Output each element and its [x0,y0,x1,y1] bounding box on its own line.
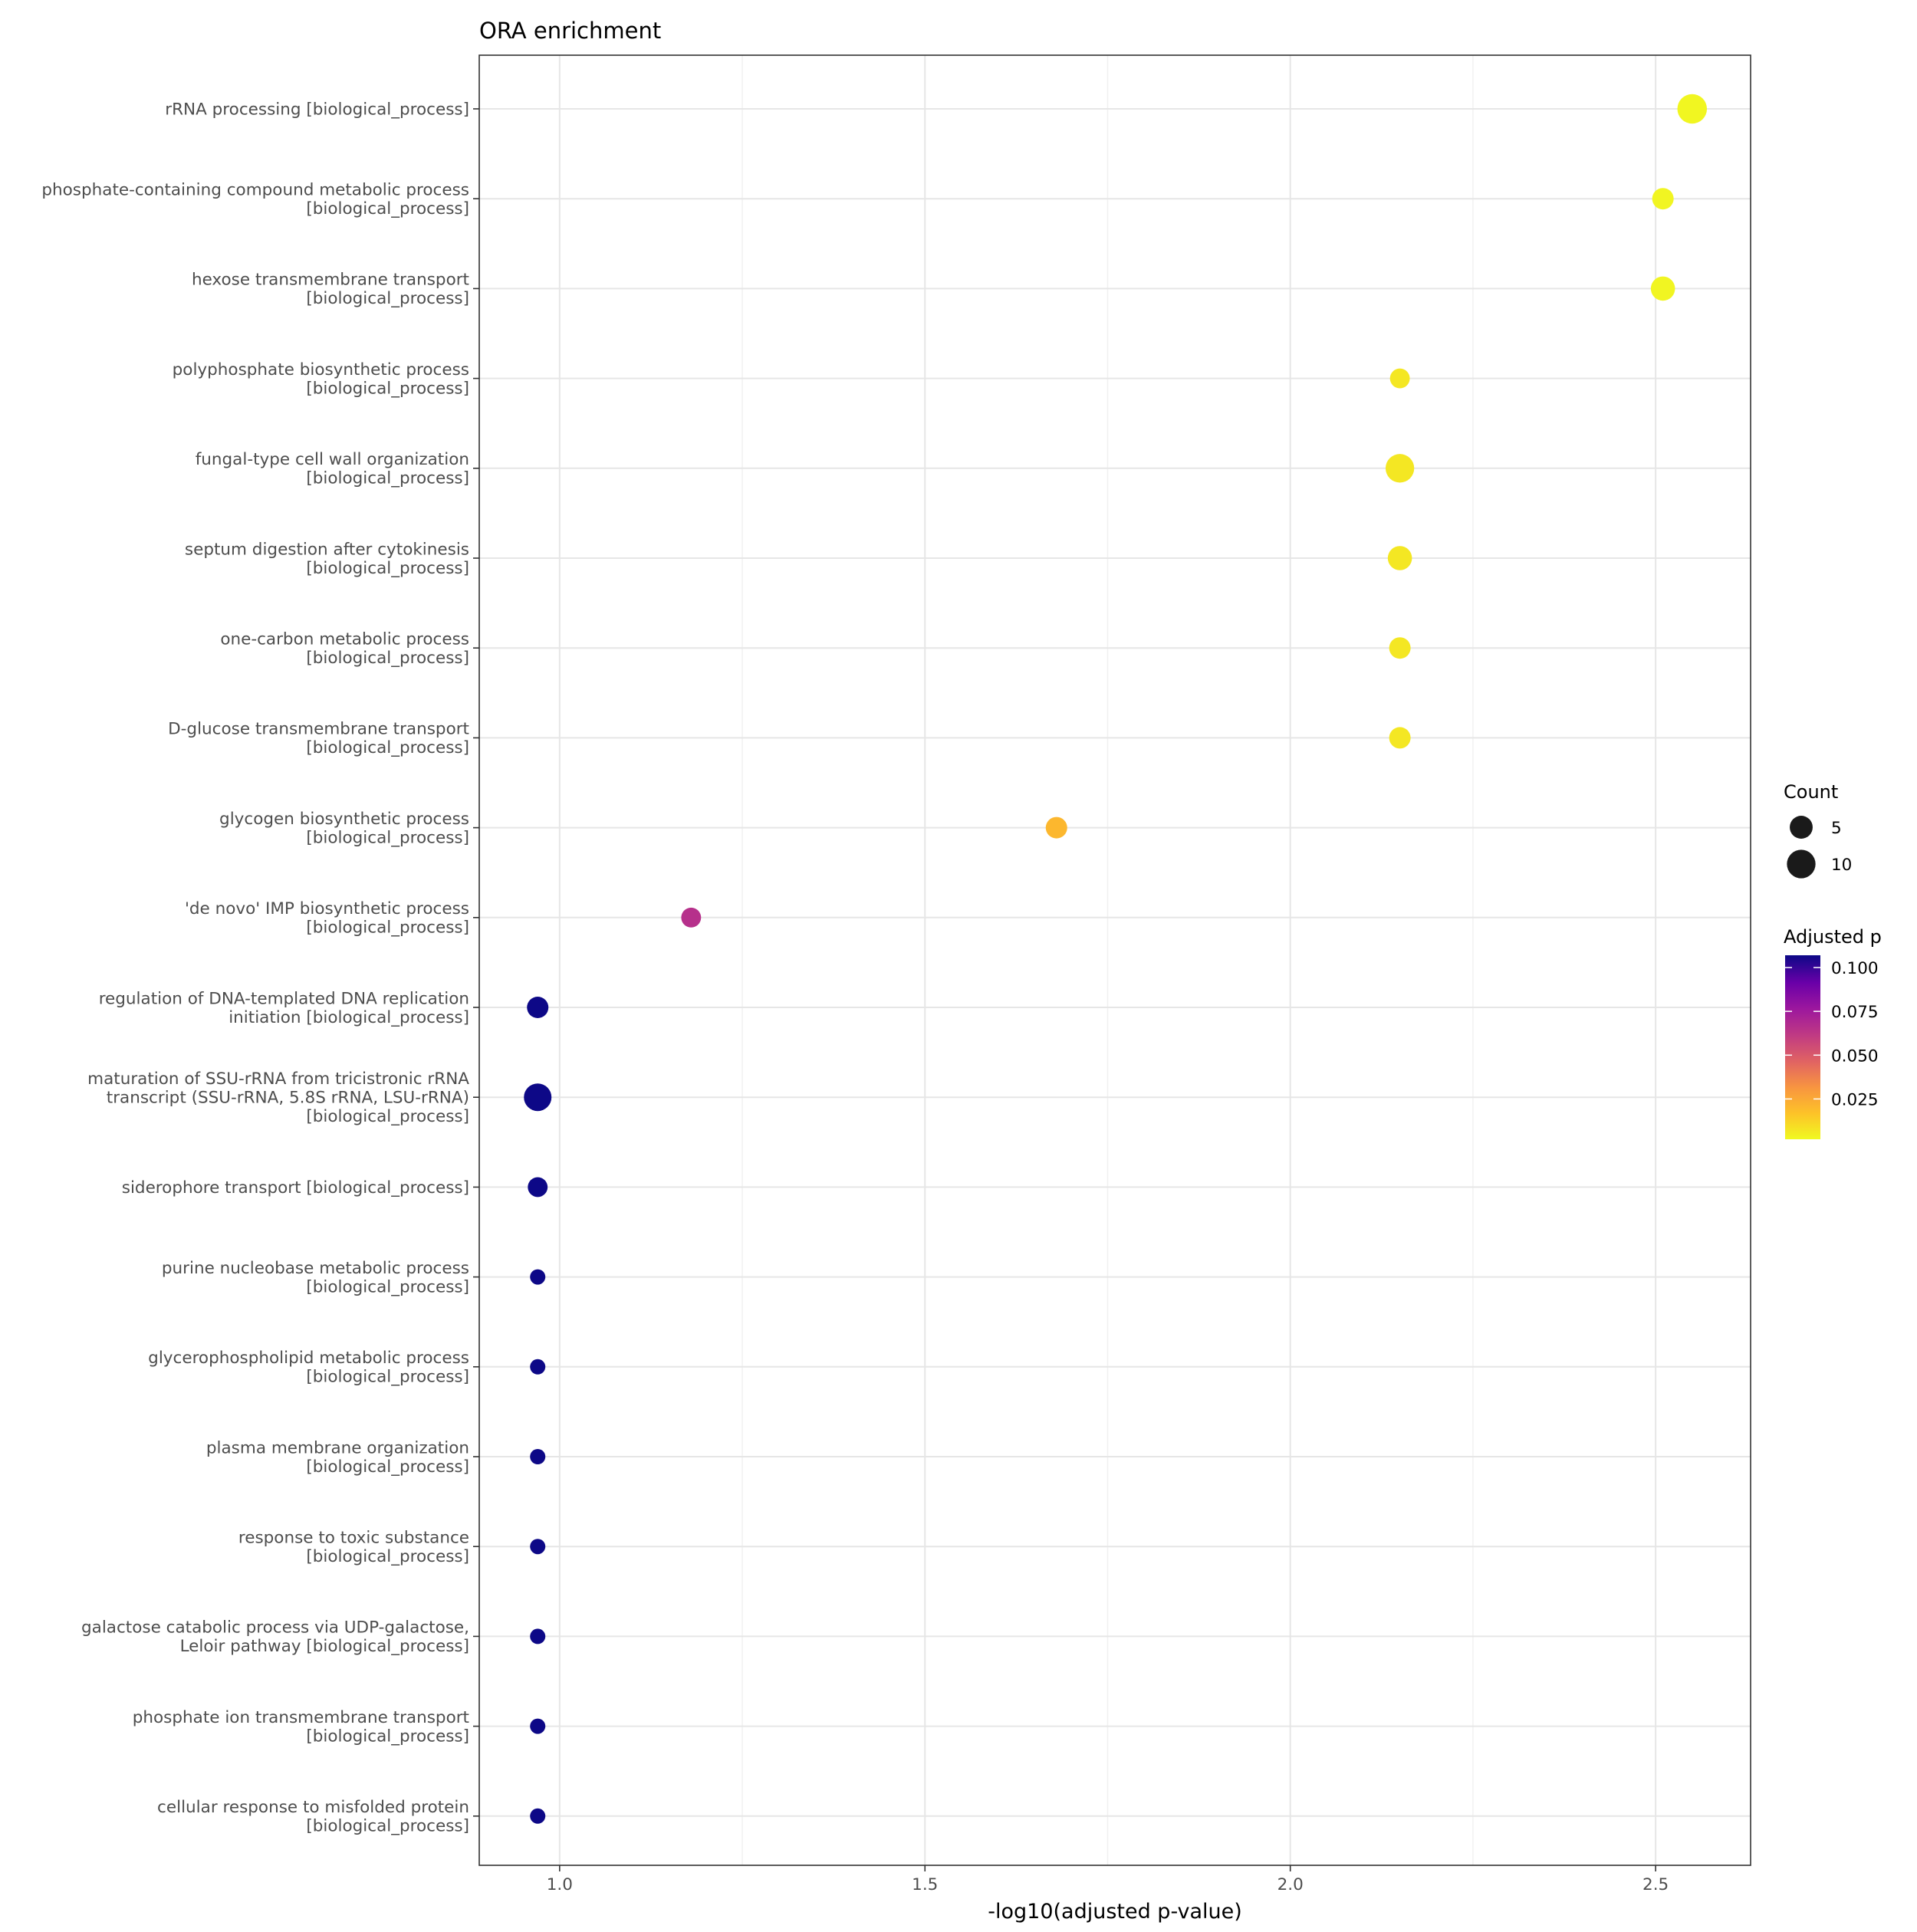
data-point [527,997,549,1018]
y-tick-label: septum digestion after cytokinesis [biolo… [185,540,469,578]
y-tick-label: one-carbon metabolic process [biological_… [220,629,469,668]
x-tick-label: 2.5 [1642,1875,1669,1894]
y-tick-label: polyphosphate biosynthetic process [biolo… [173,360,469,398]
data-point [530,1808,546,1824]
y-tick-label: plasma membrane organization [biological_… [206,1438,469,1477]
data-point [530,1269,546,1285]
y-tick-label: cellular response to misfolded protein [b… [157,1798,469,1836]
x-tick-label: 2.0 [1277,1875,1304,1894]
chart-title: ORA enrichment [479,18,661,44]
size-legend-key [1787,849,1816,879]
colorbar-tick-label: 0.100 [1831,959,1879,978]
y-tick-label: glycerophospholipid metabolic process [bi… [148,1349,469,1387]
size-legend-key [1790,816,1813,839]
data-point [530,1359,546,1375]
color-legend: Adjusted p 0.100 0.075 0.050 0.025 [1784,926,1882,1139]
plot-border [478,54,1751,1866]
data-point [528,1177,548,1198]
y-tick-label: fungal-type cell wall organization [biolo… [196,450,469,488]
data-points [524,94,1708,1824]
data-point [681,907,702,928]
data-point [1385,454,1415,483]
color-legend-title: Adjusted p [1784,926,1882,948]
colorbar-tick-label: 0.025 [1831,1090,1879,1109]
y-tick-label: galactose catabolic process via UDP-gala… [81,1618,469,1657]
y-tick-label: 'de novo' IMP biosynthetic process [biolo… [185,899,469,938]
data-point [1652,188,1674,210]
y-tick-label: phosphate-containing compound metabolic … [41,180,469,219]
y-tick-label: D-glucose transmembrane transport [biolog… [168,720,469,758]
data-point [530,1718,546,1734]
y-tick-label: siderophore transport [biological_proces… [122,1178,469,1198]
data-point [1045,816,1067,839]
colorbar [1785,955,1820,1139]
plot-panel [479,55,1751,1865]
size-legend: Count 5 10 [1784,781,1852,879]
size-legend-label: 10 [1831,856,1852,875]
y-tick-label: purine nucleobase metabolic process [biol… [162,1259,469,1297]
colorbar-tick-label: 0.075 [1831,1003,1879,1022]
y-tick-label: maturation of SSU-rRNA from tricistronic… [87,1070,469,1126]
data-point [524,1083,552,1112]
x-axis-title: -log10(adjusted p-value) [988,1900,1242,1924]
data-point [1650,276,1675,301]
x-tick-label: 1.0 [547,1875,573,1894]
data-point [530,1628,546,1644]
y-tick-label: rRNA processing [biological_process] [165,100,469,120]
y-axis-labels: rRNA processing [biological_process]phos… [41,100,479,1836]
data-point [530,1539,546,1555]
data-point [1677,94,1708,124]
grid-lines [479,55,1751,1865]
y-tick-label: response to toxic substance [biological_p… [238,1528,469,1566]
size-legend-label: 5 [1831,819,1842,838]
data-point [530,1449,546,1464]
x-axis-ticks: 1.0 1.5 2.0 2.5 [547,1865,1669,1894]
colorbar-tick-label: 0.050 [1831,1046,1879,1066]
data-point [1389,727,1411,749]
data-point [1387,546,1412,570]
size-legend-title: Count [1784,781,1838,803]
data-point [1389,637,1411,659]
y-tick-label: regulation of DNA-templated DNA replicat… [99,989,469,1027]
x-tick-label: 1.5 [912,1875,938,1894]
y-tick-label: glycogen biosynthetic process [biological… [219,810,469,848]
y-tick-label: phosphate ion transmembrane transport [bi… [133,1708,469,1746]
data-point [1389,368,1410,389]
y-tick-label: hexose transmembrane transport [biologica… [192,271,469,309]
